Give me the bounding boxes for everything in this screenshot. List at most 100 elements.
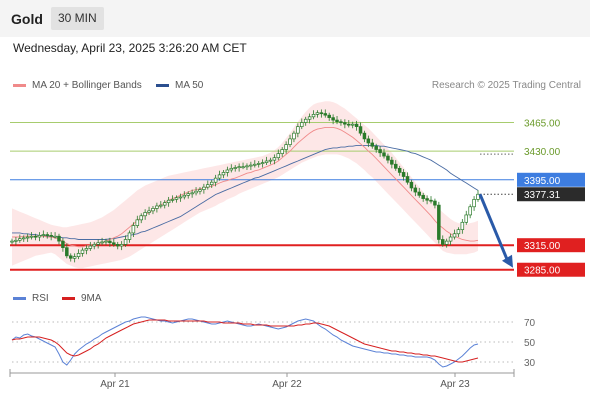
legend-rsi: RSI xyxy=(13,293,49,304)
candle-body xyxy=(57,235,61,242)
candle-body xyxy=(433,200,437,206)
candle-body xyxy=(100,241,104,244)
candle-body xyxy=(233,167,237,169)
legend-ma50: MA 50 xyxy=(156,80,203,91)
rsi-swatch xyxy=(13,296,26,300)
candle-body xyxy=(119,244,124,247)
candle-body xyxy=(206,184,210,188)
candle-body xyxy=(198,189,202,192)
candle-body xyxy=(84,248,89,251)
rsi-line xyxy=(11,316,479,368)
candle-body xyxy=(354,123,359,127)
candle-body xyxy=(209,181,214,186)
candle-body xyxy=(264,160,269,163)
candle-body xyxy=(327,114,331,118)
candle-body xyxy=(147,210,151,213)
time-tick-label: Apr 22 xyxy=(272,379,302,390)
candle-body xyxy=(162,202,167,206)
legend-ma20-label: MA 20 + Bollinger Bands xyxy=(32,80,142,91)
candle-body xyxy=(256,163,261,165)
candle-body xyxy=(378,149,382,154)
legend-ma50-label: MA 50 xyxy=(175,80,204,91)
candle-body xyxy=(225,169,230,173)
candle-body xyxy=(80,249,85,254)
candle-body xyxy=(61,240,65,249)
candle-body xyxy=(186,193,190,196)
candle-body xyxy=(104,240,108,243)
candle-body xyxy=(72,256,77,259)
legend-rsi-ma: 9MA xyxy=(62,293,102,304)
copyright-text: Research © 2025 Trading Central xyxy=(431,80,581,91)
candle-body xyxy=(139,215,143,221)
candle-body xyxy=(421,194,425,199)
candle-body xyxy=(472,199,476,208)
candle-body xyxy=(370,142,375,147)
candle-body xyxy=(170,199,175,201)
time-tick-label: Apr 21 xyxy=(100,379,130,390)
candle-body xyxy=(245,165,249,168)
level-label: 3430.00 xyxy=(524,147,561,158)
candle-body xyxy=(448,236,453,242)
candle-body xyxy=(25,236,30,239)
rsi-tick-label: 50 xyxy=(524,338,536,349)
candle-body xyxy=(460,221,465,231)
rsi-ma-line xyxy=(11,319,479,363)
ma50-swatch xyxy=(156,83,169,87)
candle-body xyxy=(135,219,140,226)
level-label: 3285.00 xyxy=(524,266,561,277)
timeframe-button[interactable]: 30 MIN xyxy=(51,7,104,30)
candle-body xyxy=(272,157,277,161)
legend-ma20: MA 20 + Bollinger Bands xyxy=(13,80,142,91)
candle-body xyxy=(441,239,445,245)
legend-rsi-label: RSI xyxy=(32,293,49,304)
candle-body xyxy=(249,164,253,167)
candle-body xyxy=(350,123,355,126)
candle-body xyxy=(123,239,128,245)
candle-body xyxy=(358,126,363,134)
chart-datetime: Wednesday, April 23, 2025 3:26:20 AM CET xyxy=(13,41,247,55)
candle-body xyxy=(68,255,73,259)
rsi-tick-label: 70 xyxy=(524,318,536,329)
candle-body xyxy=(409,181,414,189)
candle-body xyxy=(76,253,81,257)
candle-body xyxy=(268,159,273,162)
level-label: 3315.00 xyxy=(524,241,561,252)
symbol-title: Gold xyxy=(11,11,43,27)
level-tag-bg xyxy=(517,262,585,277)
candle-body xyxy=(112,242,116,245)
candle-body xyxy=(276,153,281,159)
candle-body xyxy=(362,132,367,140)
candle-body xyxy=(284,144,288,150)
candle-body xyxy=(429,199,433,202)
candle-body xyxy=(37,235,42,238)
candle-body xyxy=(174,197,179,200)
candle-body xyxy=(217,174,222,179)
candle-body xyxy=(343,122,347,125)
candle-body xyxy=(260,162,265,164)
candle-body xyxy=(166,199,171,204)
candle-body xyxy=(331,117,335,121)
ma20-line xyxy=(12,126,479,248)
candle-body xyxy=(33,235,38,238)
candle-body xyxy=(202,186,206,190)
candle-body xyxy=(14,239,18,242)
candle-body xyxy=(374,145,378,150)
legend-rsi-ma-label: 9MA xyxy=(81,293,102,304)
candle-body xyxy=(464,214,469,223)
candle-body xyxy=(29,235,34,238)
candle-body xyxy=(347,123,351,126)
last-price-tag-bg xyxy=(517,187,585,202)
level-tag-bg xyxy=(517,238,585,253)
candle-body xyxy=(143,212,147,217)
candle-body xyxy=(131,225,136,234)
candle-body xyxy=(405,176,410,183)
candle-body xyxy=(253,163,257,166)
candle-body xyxy=(323,113,328,116)
last-price-label: 3377.31 xyxy=(524,190,561,201)
candle-body xyxy=(315,112,320,115)
candle-body xyxy=(229,167,234,171)
top-bar: Gold 30 MIN xyxy=(0,0,590,37)
candle-body xyxy=(10,240,14,243)
candle-body xyxy=(296,126,300,134)
